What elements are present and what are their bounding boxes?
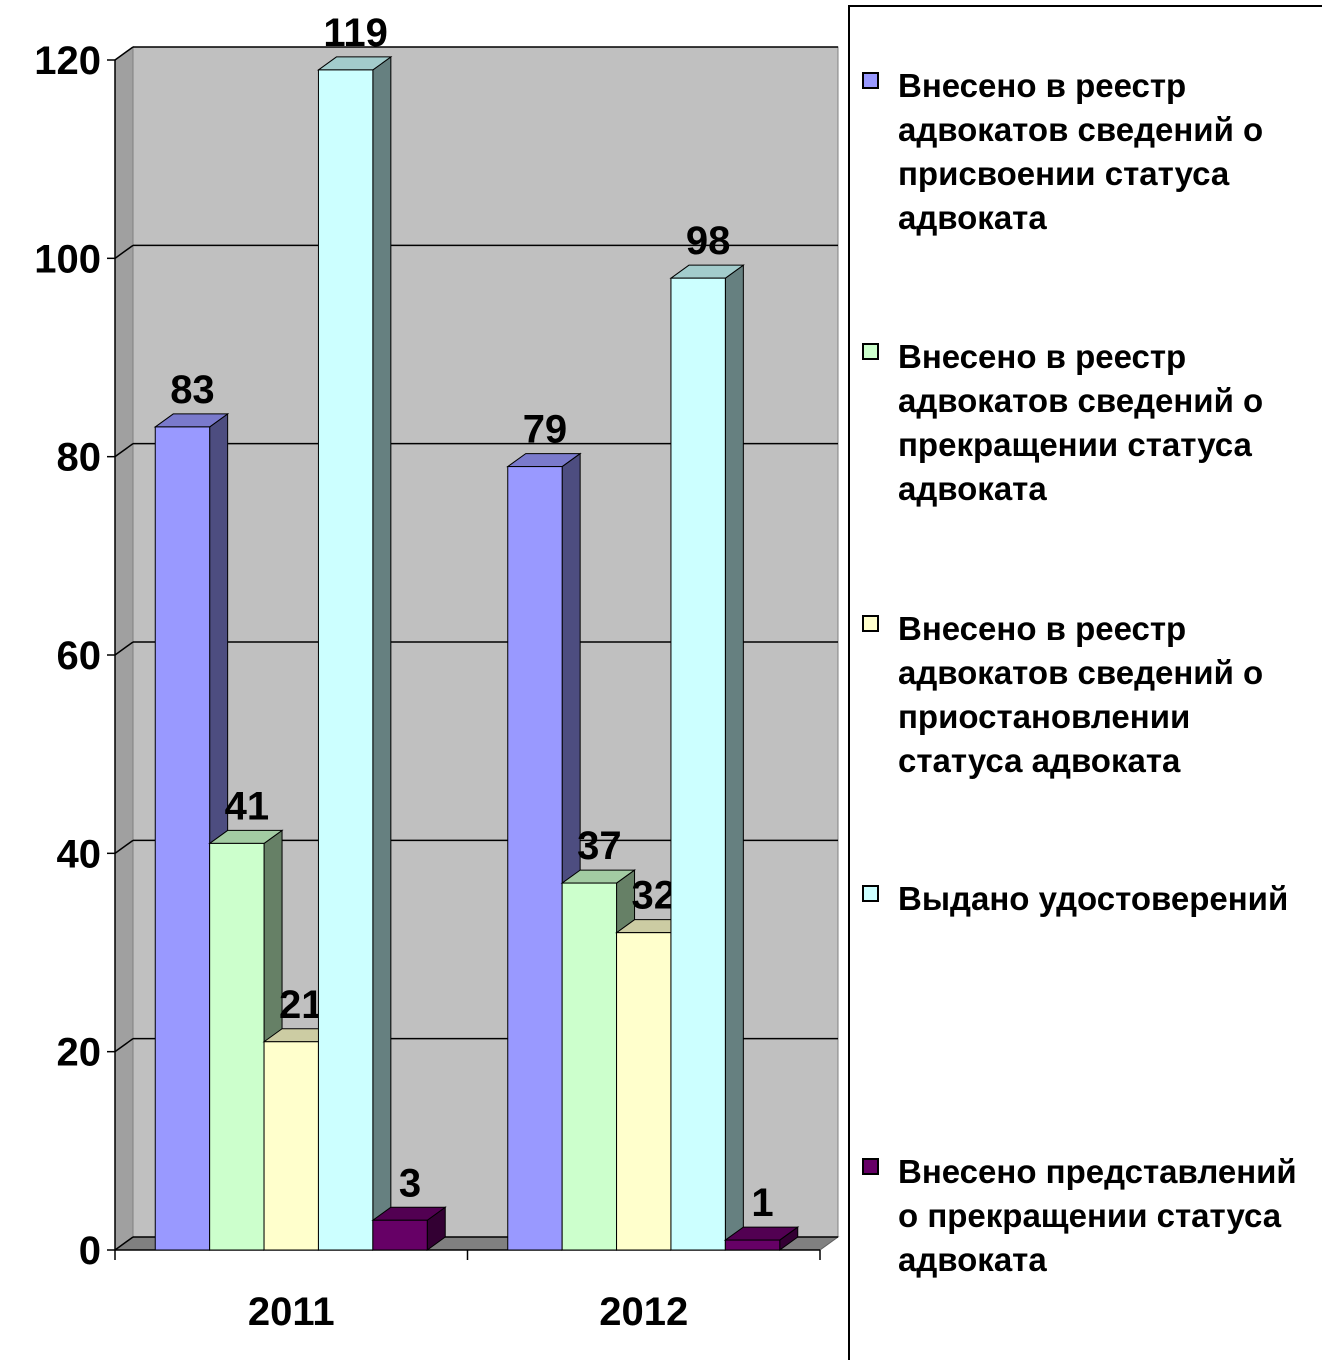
legend-swatch — [862, 885, 879, 902]
legend-label: Внесено в реестр адвокатов сведений о пр… — [898, 67, 1264, 236]
bar-side — [372, 55, 392, 1251]
y-tick-label: 0 — [79, 1229, 101, 1273]
data-label: 79 — [523, 408, 568, 452]
legend-swatch — [862, 72, 879, 89]
data-label: 41 — [225, 784, 270, 828]
grid-line — [114, 839, 134, 854]
bar — [724, 1239, 781, 1251]
legend-swatch — [862, 343, 879, 360]
grid-line — [114, 244, 134, 259]
legend-swatch — [862, 615, 879, 632]
data-label: 119 — [323, 11, 388, 55]
legend: Внесено в реестр адвокатов сведений о пр… — [848, 5, 1322, 1360]
bar — [154, 426, 211, 1251]
bar — [507, 466, 563, 1251]
grid-line — [114, 443, 134, 458]
bar-side — [724, 264, 744, 1251]
grid-line — [114, 641, 134, 656]
legend-label: Выдано удостоверений — [898, 880, 1289, 917]
x-tick-label: 2012 — [599, 1290, 688, 1334]
grid-line — [114, 46, 134, 61]
grid-line — [114, 1236, 134, 1251]
legend-item: Внесено в реестр адвокатов сведений о пр… — [862, 607, 1302, 783]
bar — [209, 842, 265, 1251]
y-tick-label: 80 — [57, 436, 102, 480]
bar — [372, 1219, 428, 1251]
y-tick-label: 100 — [34, 237, 101, 281]
legend-item: Внесено в реестр адвокатов сведений о пр… — [862, 64, 1302, 240]
data-label: 83 — [170, 368, 215, 412]
legend-item: Внесено представлений о прекращении стат… — [862, 1150, 1302, 1282]
y-tick-label: 120 — [34, 39, 101, 83]
y-tick-label: 20 — [57, 1031, 102, 1075]
legend-swatch — [862, 1158, 879, 1175]
bar — [263, 1041, 319, 1251]
data-label: 21 — [279, 983, 324, 1027]
legend-label: Внесено представлений о прекращении стат… — [898, 1153, 1297, 1278]
grid-line — [114, 1038, 134, 1053]
data-label: 98 — [686, 219, 731, 263]
y-tick-label: 40 — [57, 832, 102, 876]
data-label: 1 — [751, 1181, 773, 1225]
data-label: 32 — [632, 874, 677, 918]
bar — [670, 277, 726, 1251]
data-label: 37 — [577, 824, 622, 868]
bar — [616, 932, 672, 1251]
bar — [317, 69, 374, 1251]
bar — [561, 882, 618, 1251]
x-tick-label: 2011 — [248, 1290, 335, 1334]
data-label: 3 — [399, 1161, 421, 1205]
legend-item: Внесено в реестр адвокатов сведений о пр… — [862, 335, 1302, 511]
y-tick-label: 60 — [57, 634, 102, 678]
legend-label: Внесено в реестр адвокатов сведений о пр… — [898, 610, 1264, 779]
legend-label: Внесено в реестр адвокатов сведений о пр… — [898, 338, 1264, 507]
legend-item: Выдано удостоверений — [862, 877, 1302, 921]
